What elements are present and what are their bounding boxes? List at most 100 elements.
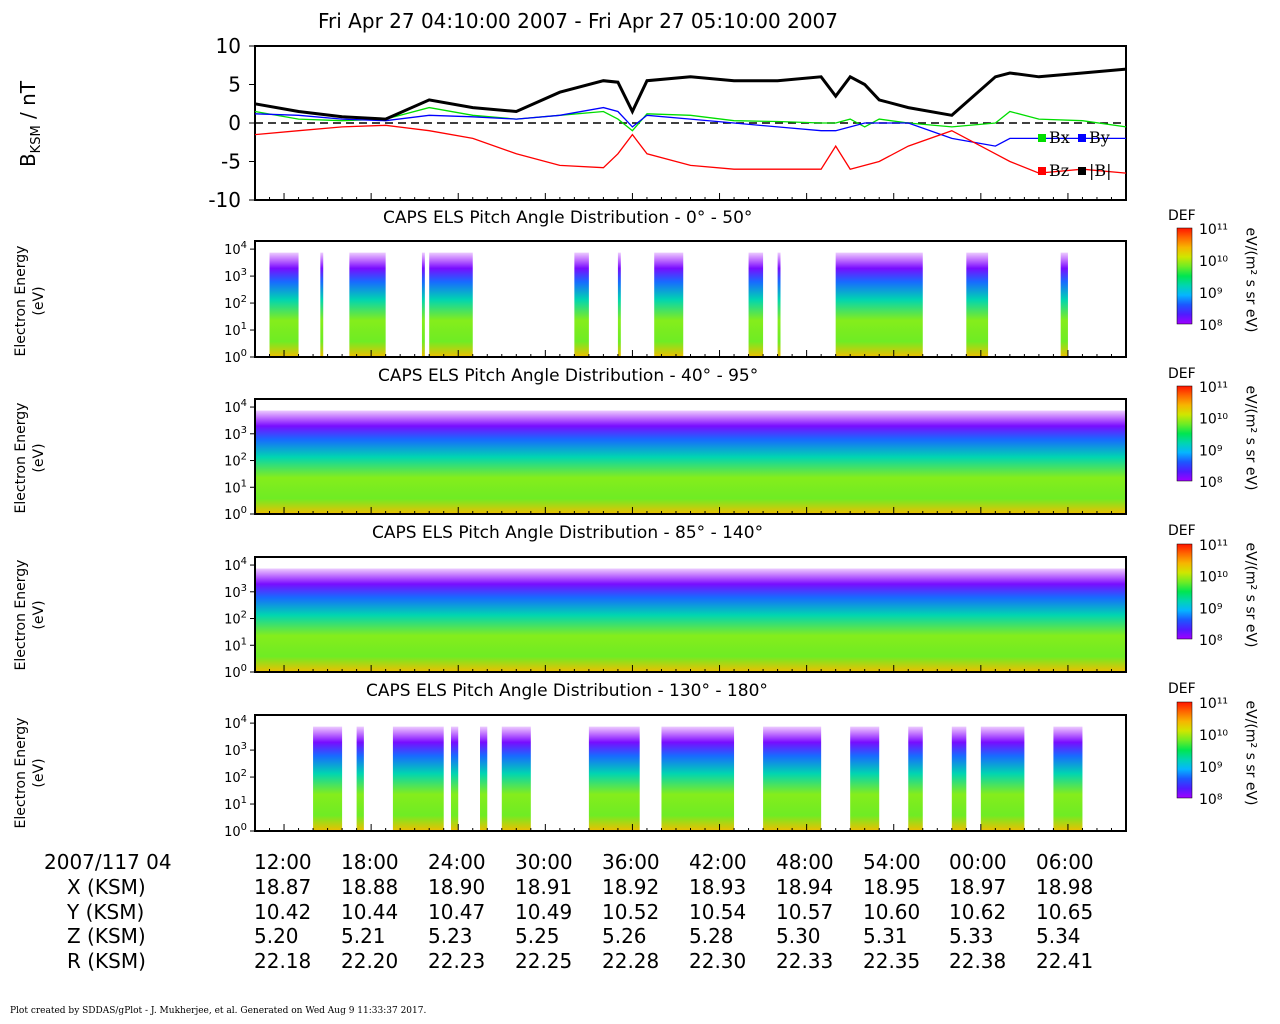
colorbar-tick-label: 10¹⁰	[1199, 570, 1228, 586]
spec-ylabel-4: Electron Energy (eV)	[13, 717, 47, 829]
colorbar-title-1: DEF	[1168, 208, 1196, 224]
spectrogram-data-block	[421, 252, 425, 357]
spectrogram-ytick-label: 104	[224, 398, 247, 416]
colorbar-tick-label: 10⁸	[1199, 475, 1223, 491]
ephemeris-row-label: X (KSM)	[67, 875, 146, 899]
colorbar-tick-label: 10¹¹	[1199, 380, 1228, 396]
spec-ylabel-3: Electron Energy (eV)	[13, 559, 47, 671]
footer-credit: Plot created by SDDAS/gPlot - J. Mukherj…	[10, 1006, 427, 1016]
colorbar-tick-label: 10¹⁰	[1199, 254, 1228, 270]
spectrogram-data-block	[320, 252, 324, 357]
colorbar-tick-label: 10¹¹	[1199, 222, 1228, 238]
legend-label: |B|	[1089, 161, 1112, 180]
ephemeris-value: 5.21	[341, 924, 386, 948]
colorbar-tick-label: 10⁹	[1199, 286, 1223, 302]
ephemeris-value: 5.33	[949, 924, 994, 948]
spectrogram-data-block	[349, 252, 386, 357]
colorbar-tick-label: 10¹¹	[1199, 538, 1228, 554]
ephemeris-value: 22.25	[515, 948, 573, 973]
ephemeris-value: 10.54	[689, 899, 747, 924]
colorbar-title-3: DEF	[1168, 523, 1196, 539]
mag-ytick-label: 0	[228, 111, 241, 135]
ephemeris-value: 10.62	[949, 899, 1007, 924]
ephemeris-value: 5.25	[515, 924, 560, 948]
ephemeris-value: 18.98	[1036, 875, 1094, 899]
ephemeris-value: 10.57	[776, 899, 834, 924]
ephemeris-value: 5.31	[863, 924, 908, 948]
ephemeris-time-label: 48:00	[776, 850, 834, 874]
colorbar-title-2: DEF	[1168, 366, 1196, 382]
series-line-Bz	[254, 124, 1127, 174]
ephemeris-value: 10.44	[341, 899, 399, 924]
panel-title-130-180: CAPS ELS Pitch Angle Distribution - 130°…	[366, 681, 768, 701]
spectrogram-ytick-label: 101	[224, 795, 247, 813]
spectrogram-data-block	[588, 726, 640, 831]
legend-label: Bx	[1049, 128, 1070, 147]
ephemeris-value: 5.23	[428, 924, 473, 948]
ephemeris-row-label: Z (KSM)	[67, 924, 146, 948]
ephemeris-value: 22.28	[602, 948, 660, 973]
spectrogram-data-block	[1053, 726, 1083, 831]
spectrogram-data-block	[980, 726, 1025, 831]
spectrogram-data-block	[255, 568, 1126, 672]
spectrogram-data-block	[501, 726, 531, 831]
series-line-By	[254, 106, 1126, 147]
ephemeris-value: 10.52	[602, 899, 660, 924]
panel-title-0-50: CAPS ELS Pitch Angle Distribution - 0° -…	[383, 208, 753, 228]
ephemeris-value: 5.30	[776, 924, 821, 948]
spectrogram-ytick-label: 104	[224, 556, 247, 574]
spec-ylabel-1: Electron Energy (eV)	[13, 245, 47, 357]
page-title: Fri Apr 27 04:10:00 2007 - Fri Apr 27 05…	[318, 9, 838, 33]
spectrogram-data-block	[313, 726, 343, 831]
ephemeris-row-label: Y (KSM)	[67, 899, 145, 924]
spectrogram-ytick-label: 104	[224, 240, 247, 258]
spectrogram-data-block	[966, 252, 989, 357]
colorbar-3	[1176, 543, 1193, 640]
spectrogram-ytick-label: 100	[224, 822, 247, 840]
spectrogram-panel-2: 100 101 102 103 104	[224, 398, 1127, 523]
ephemeris-value: 22.38	[949, 948, 1007, 973]
spectrogram-panel-4: 100 101 102 103 104	[224, 714, 1127, 840]
spectrogram-data-block	[356, 726, 364, 831]
spectrogram-ytick-label: 103	[224, 425, 247, 443]
spectrogram-data-block	[748, 252, 764, 357]
ephemeris-value: 18.94	[776, 875, 834, 899]
mag-ytick-label: -10	[208, 188, 241, 212]
spectrogram-panels: 1001011021031041001011021031041001011021…	[224, 240, 1127, 840]
colorbar-unit-3: eV/(m² s sr eV)	[1242, 542, 1259, 648]
ephemeris-time-label: 42:00	[689, 850, 747, 874]
colorbar-unit-1: eV/(m² s sr eV)	[1242, 227, 1259, 333]
spectrogram-ytick-label: 100	[224, 663, 247, 681]
spectrogram-ytick-label: 102	[224, 452, 247, 470]
ephemeris-value: 18.93	[689, 875, 747, 899]
spectrogram-ytick-label: 104	[224, 714, 247, 732]
ephemeris-time-label: 06:00	[1036, 850, 1094, 874]
spectrogram-data-block	[269, 252, 299, 357]
spectrogram-panel-1: 100 101 102 103 104	[224, 240, 1127, 366]
spectrogram-panel-3: 100 101 102 103 104	[224, 556, 1127, 681]
ephemeris-time-label: 00:00	[949, 850, 1007, 874]
ephemeris-value: 5.20	[254, 924, 299, 948]
spectrogram-ytick-label: 102	[224, 768, 247, 786]
ephemeris-time-label: 24:00	[428, 850, 486, 874]
ephemeris-value: 10.60	[863, 899, 921, 924]
ephemeris-time-label: 54:00	[863, 850, 921, 874]
colorbar-1	[1176, 227, 1193, 325]
spectrogram-ytick-label: 102	[224, 294, 247, 312]
colorbar-tick-label: 10⁹	[1199, 443, 1223, 459]
colorbar-tick-label: 10⁸	[1199, 633, 1223, 649]
spec-ylabel-2: Electron Energy (eV)	[13, 402, 47, 514]
ephemeris-value: 18.87	[254, 875, 312, 899]
ephemeris-time-label: 36:00	[602, 850, 660, 874]
spectrogram-data-block	[654, 252, 684, 357]
spectrogram-data-block	[480, 726, 488, 831]
colorbar-tick-label: 10⁹	[1199, 760, 1223, 776]
legend-swatch	[1038, 134, 1046, 142]
series-line-Bx	[254, 106, 1127, 132]
legend-swatch	[1038, 167, 1046, 175]
ephemeris-value: 18.91	[515, 875, 573, 899]
colorbar-tick-label: 10⁸	[1199, 318, 1223, 334]
spectrogram-data-block	[908, 726, 923, 831]
legend-swatch	[1078, 134, 1086, 142]
